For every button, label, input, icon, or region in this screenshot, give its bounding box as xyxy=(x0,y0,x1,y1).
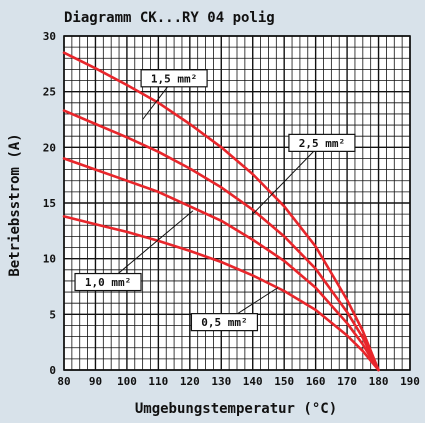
series-line-1 xyxy=(62,51,380,372)
x-tick-label: 170 xyxy=(337,375,357,388)
series-line-4 xyxy=(62,215,380,372)
x-tick-label: 160 xyxy=(306,375,326,388)
y-tick-label: 5 xyxy=(49,308,56,321)
callout-label: 0,5 mm² xyxy=(201,316,247,329)
y-tick-label: 25 xyxy=(43,86,56,99)
callout-leader xyxy=(252,142,323,215)
callout-label: 1,0 mm² xyxy=(85,276,131,289)
callout-box xyxy=(190,313,259,332)
x-tick-label: 130 xyxy=(211,375,231,388)
series-lines xyxy=(62,51,380,372)
x-axis-label: Umgebungstemperatur (°C) xyxy=(135,401,337,417)
x-tick-label: 90 xyxy=(89,375,102,388)
plot-frame xyxy=(63,35,411,371)
y-axis-label: Betriebsstrom (A) xyxy=(7,133,23,276)
callout-label: 2,5 mm² xyxy=(299,137,345,150)
callout-box xyxy=(140,69,208,88)
series-line-3 xyxy=(62,157,380,372)
chart-title: Diagramm CK...RY 04 polig xyxy=(64,10,275,26)
y-tick-label: 30 xyxy=(43,30,56,43)
x-tick-label: 150 xyxy=(274,375,294,388)
x-tick-label: 140 xyxy=(243,375,263,388)
y-tick-label: 10 xyxy=(43,253,56,266)
x-tick-label: 110 xyxy=(148,375,168,388)
series-line-2 xyxy=(62,109,380,372)
callout-box xyxy=(74,272,142,292)
x-tick-label: 80 xyxy=(57,375,70,388)
x-tick-label: 100 xyxy=(117,375,137,388)
callout-label: 1,5 mm² xyxy=(151,72,197,85)
callout-leader xyxy=(107,210,194,283)
y-tick-label: 15 xyxy=(43,197,56,210)
x-tick-label: 190 xyxy=(400,375,420,388)
x-tick-label: 120 xyxy=(180,375,200,388)
x-tick-label: 180 xyxy=(369,375,389,388)
y-tick-label: 20 xyxy=(43,141,56,154)
y-tick-label: 0 xyxy=(49,364,56,377)
callouts: 1,5 mm² 2,5 mm² 1,0 mm² 0,5 mm² xyxy=(74,69,356,332)
tick-labels: 80 90 100 110 120 130 140 150 160 170 180 190 0 5 10 15… xyxy=(43,30,420,388)
callout-box xyxy=(288,133,356,152)
